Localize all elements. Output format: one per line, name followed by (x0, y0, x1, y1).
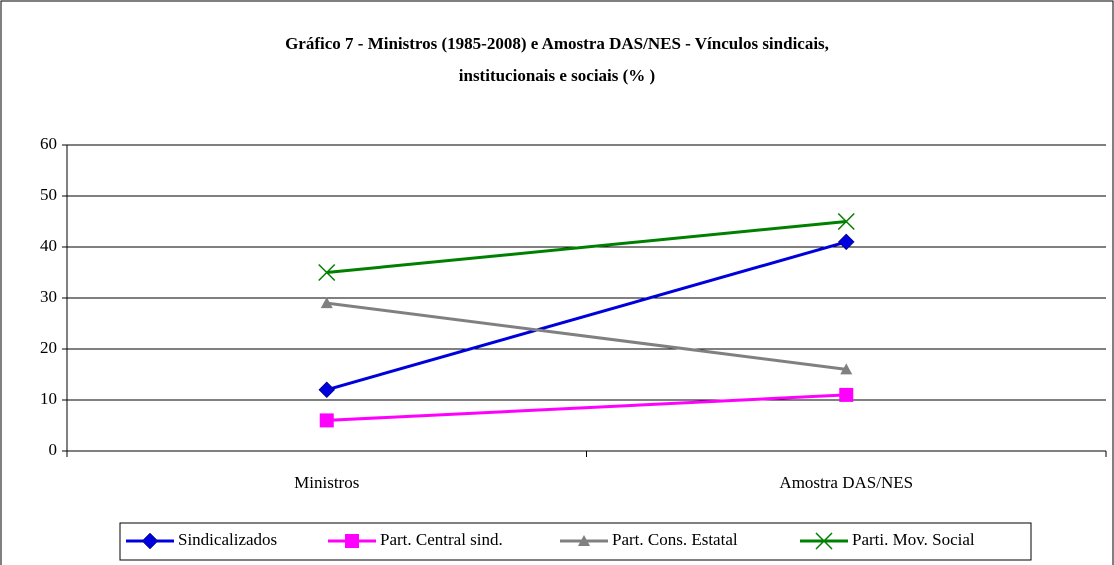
marker (318, 381, 336, 399)
chart-title: Gráfico 7 - Ministros (1985-2008) e Amos… (285, 34, 829, 53)
x-tick-label: Amostra DAS/NES (779, 473, 913, 492)
series-line (326, 220, 847, 274)
legend-label: Parti. Mov. Social (852, 530, 975, 549)
marker (840, 363, 853, 375)
marker (837, 212, 855, 231)
series-line (326, 301, 847, 371)
legend-label: Part. Central sind. (380, 530, 503, 549)
marker (839, 387, 854, 402)
y-tick-label: 30 (40, 287, 57, 306)
y-tick-label: 20 (40, 338, 57, 357)
x-tick-label: Ministros (294, 473, 359, 492)
y-tick-label: 50 (40, 185, 57, 204)
marker (837, 233, 855, 251)
marker (141, 532, 159, 550)
marker (320, 297, 333, 309)
y-tick-label: 40 (40, 236, 57, 255)
series-line (326, 393, 847, 422)
legend-label: Sindicalizados (178, 530, 277, 549)
marker (318, 263, 336, 282)
y-tick-label: 0 (49, 440, 58, 459)
marker (319, 413, 334, 428)
y-tick-label: 60 (40, 134, 57, 153)
marker (815, 532, 833, 550)
legend-label: Part. Cons. Estatal (612, 530, 738, 549)
y-tick-label: 10 (40, 389, 57, 408)
marker (345, 534, 359, 548)
marker (578, 535, 590, 546)
series-line (326, 240, 847, 392)
chart-title: institucionais e sociais (% ) (459, 66, 655, 85)
